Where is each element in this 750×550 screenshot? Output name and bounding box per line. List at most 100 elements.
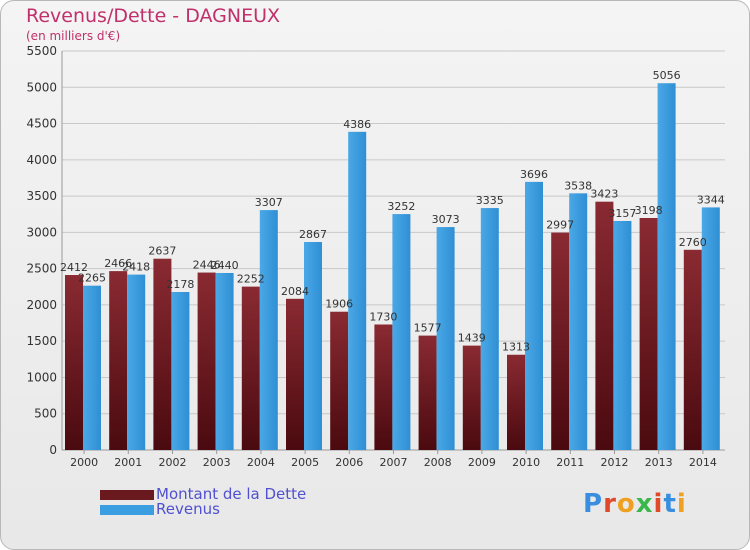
data-label: 2418 <box>122 261 150 274</box>
bar-dette <box>330 311 349 450</box>
y-tick-label: 5500 <box>26 44 57 58</box>
legend-swatch-revenus <box>100 505 154 515</box>
x-tick-label: 2009 <box>468 456 496 469</box>
y-tick-label: 2000 <box>26 298 57 312</box>
x-tick-label: 2008 <box>424 456 452 469</box>
data-label: 2440 <box>211 259 239 272</box>
x-tick-label: 2000 <box>70 456 98 469</box>
data-label: 3344 <box>697 193 725 206</box>
data-label: 1439 <box>458 332 486 345</box>
bar-dette <box>418 335 437 450</box>
x-tick-label: 2003 <box>203 456 231 469</box>
y-tick-label: 4500 <box>26 117 57 131</box>
bar-revenus <box>304 242 322 450</box>
bar-revenus <box>436 227 455 450</box>
y-tick-label: 500 <box>34 407 57 421</box>
legend-label-dette: Montant de la Dette <box>156 485 307 503</box>
bar-revenus <box>480 208 499 450</box>
data-label: 2867 <box>299 228 327 241</box>
data-label: 3073 <box>432 213 460 226</box>
data-label: 1730 <box>369 310 397 323</box>
x-tick-label: 2012 <box>601 456 629 469</box>
data-label: 2265 <box>78 272 106 285</box>
bar-dette <box>153 258 172 450</box>
bar-revenus <box>127 274 146 450</box>
bar-dette <box>109 271 128 450</box>
data-label: 1906 <box>325 298 353 311</box>
logo-letter: o <box>616 489 636 519</box>
x-tick-label: 2001 <box>114 456 142 469</box>
bar-revenus <box>259 210 278 450</box>
data-label: 2252 <box>237 273 265 286</box>
y-tick-label: 3500 <box>26 189 57 203</box>
x-axis-ticks: 2000 2001 2002 2003 2004 2005 2006 2007 2008 2009… <box>70 450 717 469</box>
bar-revenus <box>613 220 632 450</box>
bar-dette <box>65 275 83 450</box>
data-label: 2997 <box>546 219 574 232</box>
bar-revenus <box>569 193 588 451</box>
y-tick-label: 1000 <box>26 370 57 384</box>
bar-dette <box>197 272 216 450</box>
bar-revenus <box>348 131 367 450</box>
data-label: 5056 <box>653 69 681 82</box>
x-tick-label: 2013 <box>645 456 673 469</box>
bar-dette <box>374 324 393 450</box>
data-label: 2760 <box>679 236 707 249</box>
data-label: 2178 <box>166 278 194 291</box>
bar-dette <box>683 249 702 450</box>
data-label: 3538 <box>564 179 592 192</box>
data-label: 3423 <box>590 188 618 201</box>
bar-dette <box>595 201 614 450</box>
logo-letter: x <box>635 489 654 519</box>
data-label: 3307 <box>255 196 283 209</box>
legend-label-revenus: Revenus <box>156 500 220 518</box>
x-tick-label: 2005 <box>291 456 319 469</box>
data-label: 3252 <box>387 200 415 213</box>
bar-dette <box>286 298 304 450</box>
data-label: 3157 <box>608 207 636 220</box>
proxiti-logo: Proxiti <box>583 489 687 519</box>
data-label: 3335 <box>476 194 504 207</box>
data-label: 2466 <box>104 257 132 270</box>
data-label: 2446 <box>193 259 221 272</box>
bar-dette <box>507 354 525 450</box>
y-tick-label: 3000 <box>26 225 57 239</box>
logo-letter: r <box>603 489 617 519</box>
bar-revenus <box>701 207 720 450</box>
bar-dette <box>639 217 658 450</box>
legend-swatch-dette <box>100 490 154 500</box>
y-tick-label: 2500 <box>26 262 57 276</box>
x-tick-label: 2007 <box>380 456 408 469</box>
data-label: 1313 <box>502 341 530 354</box>
x-tick-label: 2006 <box>335 456 363 469</box>
bar-revenus <box>215 272 234 450</box>
bars <box>65 83 720 451</box>
data-label: 1577 <box>414 322 442 335</box>
logo-letter: P <box>583 489 604 519</box>
chart-subtitle: (en milliers d'€) <box>26 29 121 43</box>
x-tick-label: 2004 <box>247 456 275 469</box>
data-label: 2637 <box>148 245 176 258</box>
data-label: 3198 <box>635 204 663 217</box>
x-tick-label: 2010 <box>512 456 540 469</box>
logo-letter: i <box>676 489 687 519</box>
y-tick-label: 4000 <box>26 153 57 167</box>
data-label: 3696 <box>520 168 548 181</box>
bar-revenus <box>392 214 411 450</box>
bar-revenus <box>525 181 543 450</box>
y-tick-label: 0 <box>49 443 57 457</box>
x-tick-label: 2011 <box>556 456 584 469</box>
bar-revenus <box>171 291 190 450</box>
x-tick-label: 2014 <box>689 456 717 469</box>
bar-dette <box>551 232 570 450</box>
data-label: 2412 <box>60 261 88 274</box>
bar-revenus <box>657 83 676 451</box>
data-label: 4386 <box>343 118 371 131</box>
y-axis-ticks: 0 500 1000 1500 2000 2500 3000 3500 4000 4500 5000… <box>26 44 57 457</box>
logo-letter: t <box>663 489 677 519</box>
bar-revenus <box>83 285 101 450</box>
data-label: 2084 <box>281 285 309 298</box>
y-tick-label: 5000 <box>26 80 57 94</box>
